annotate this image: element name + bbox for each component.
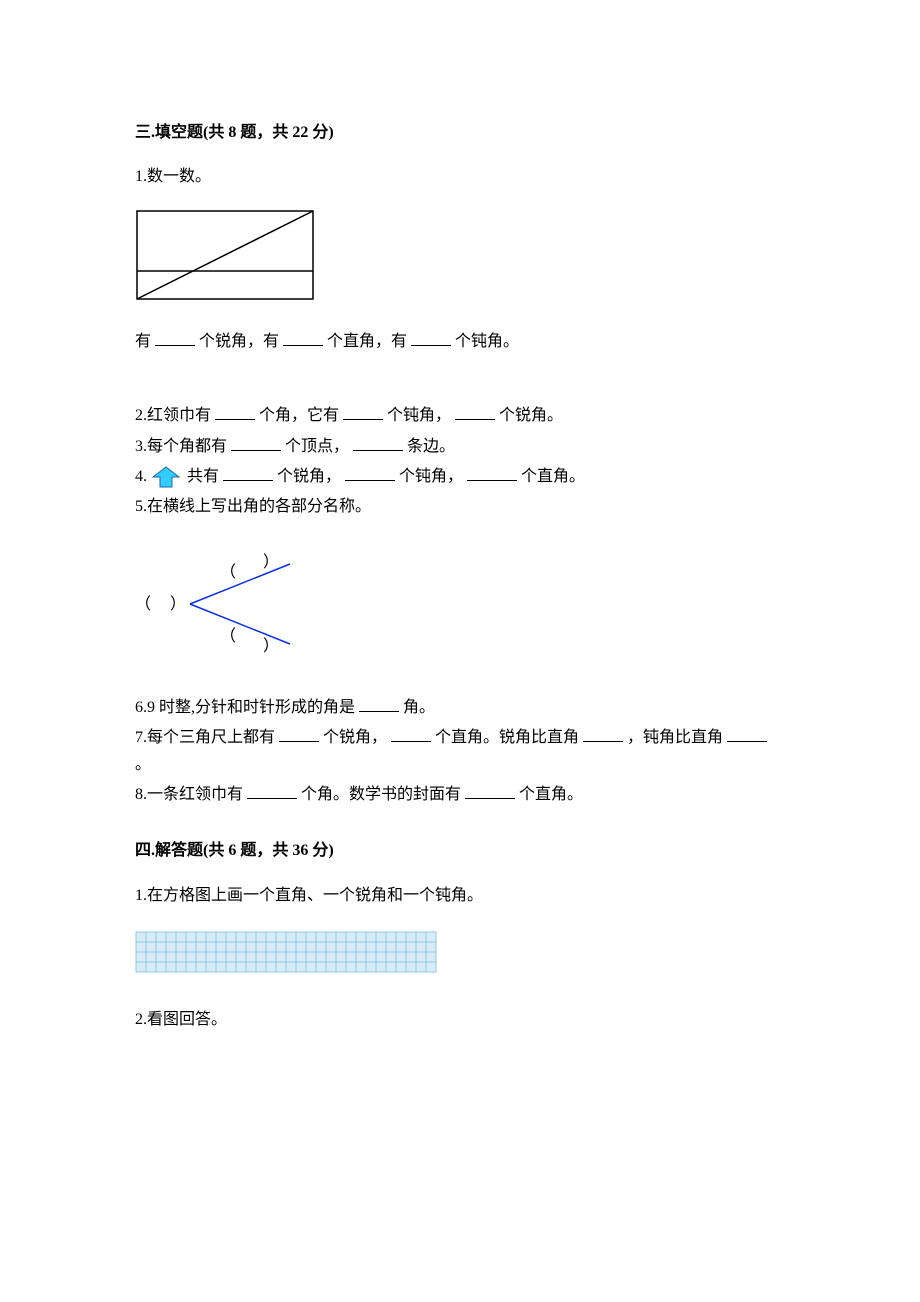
blank[interactable] xyxy=(231,434,281,451)
blank[interactable] xyxy=(279,725,319,742)
text: 个锐角。 xyxy=(499,407,563,424)
text: 4. xyxy=(135,468,147,485)
text: 个直角。 xyxy=(519,786,583,803)
svg-text:（: （ xyxy=(135,595,151,613)
blank[interactable] xyxy=(215,403,255,420)
text: 8.一条红领巾有 xyxy=(135,786,243,803)
blank[interactable] xyxy=(455,403,495,420)
blank[interactable] xyxy=(391,725,431,742)
text: 共有 xyxy=(187,468,219,485)
text: 个钝角， xyxy=(399,468,463,485)
blank[interactable] xyxy=(583,725,623,742)
text: 6.9 时整,分针和时针形成的角是 xyxy=(135,699,355,716)
blank[interactable] xyxy=(467,464,517,481)
section-3-title: 三.填空题(共 8 题，共 22 分) xyxy=(135,120,785,146)
text: 个顶点， xyxy=(285,438,349,455)
text: 个锐角，有 xyxy=(199,333,279,350)
s4-q1-stem: 1.在方格图上画一个直角、一个锐角和一个钝角。 xyxy=(135,883,785,909)
blank[interactable] xyxy=(465,782,515,799)
q8: 8.一条红领巾有 个角。数学书的封面有 个直角。 xyxy=(135,782,785,808)
text: 个钝角， xyxy=(387,407,451,424)
blank[interactable] xyxy=(359,695,399,712)
text: 个锐角， xyxy=(323,729,387,746)
q6: 6.9 时整,分针和时针形成的角是 角。 xyxy=(135,695,785,721)
text: 3.每个角都有 xyxy=(135,438,227,455)
blank[interactable] xyxy=(353,434,403,451)
angle-parts-diagram: （ ） （ ） （ ） xyxy=(135,549,335,659)
section-4-title: 四.解答题(共 6 题，共 36 分) xyxy=(135,838,785,864)
text: ，钝角比直角 xyxy=(627,729,723,746)
text: 个直角。 xyxy=(521,468,585,485)
text: 个角，它有 xyxy=(259,407,339,424)
text: 7.每个三角尺上都有 xyxy=(135,729,275,746)
s4-q2-stem: 2.看图回答。 xyxy=(135,1007,785,1033)
text: 个直角。锐角比直角 xyxy=(435,729,579,746)
blank[interactable] xyxy=(727,725,767,742)
blank[interactable] xyxy=(247,782,297,799)
blank[interactable] xyxy=(155,329,195,346)
svg-text:）: ） xyxy=(263,637,279,655)
q4: 4. 共有 个锐角， 个钝角， 个直角。 xyxy=(135,464,785,490)
svg-text:（: （ xyxy=(220,627,236,645)
text: 有 xyxy=(135,333,151,350)
blank[interactable] xyxy=(283,329,323,346)
svg-text:）: ） xyxy=(263,553,279,571)
q2: 2.红领巾有 个角，它有 个钝角， 个锐角。 xyxy=(135,403,785,429)
text: 2.红领巾有 xyxy=(135,407,211,424)
s4-q1-grid xyxy=(135,931,785,973)
q1-figure xyxy=(135,209,785,301)
blank[interactable] xyxy=(343,403,383,420)
text: 角。 xyxy=(403,699,435,716)
text: 个钝角。 xyxy=(455,333,519,350)
text: 。 xyxy=(135,756,151,773)
q7: 7.每个三角尺上都有 个锐角， 个直角。锐角比直角 ，钝角比直角 。 xyxy=(135,725,785,778)
q5-figure: （ ） （ ） （ ） xyxy=(135,549,785,659)
q1-tail: 有 个锐角，有 个直角，有 个钝角。 xyxy=(135,329,785,355)
svg-text:）: ） xyxy=(170,595,186,613)
arrow-shape-icon xyxy=(151,465,181,489)
rectangle-diagonal-diagram xyxy=(135,209,315,301)
svg-text:（: （ xyxy=(220,563,236,581)
blank[interactable] xyxy=(223,464,273,481)
q5-stem: 5.在横线上写出角的各部分名称。 xyxy=(135,494,785,520)
blank[interactable] xyxy=(345,464,395,481)
q1-stem: 1.数一数。 xyxy=(135,164,785,190)
text: 个角。数学书的封面有 xyxy=(301,786,461,803)
q3: 3.每个角都有 个顶点， 条边。 xyxy=(135,434,785,460)
text: 个锐角， xyxy=(277,468,341,485)
grid-paper-icon xyxy=(135,931,437,973)
worksheet-page: 三.填空题(共 8 题，共 22 分) 1.数一数。 有 个锐角，有 个直角，有… xyxy=(0,0,920,1302)
text: 个直角，有 xyxy=(327,333,407,350)
blank[interactable] xyxy=(411,329,451,346)
text: 条边。 xyxy=(407,438,455,455)
